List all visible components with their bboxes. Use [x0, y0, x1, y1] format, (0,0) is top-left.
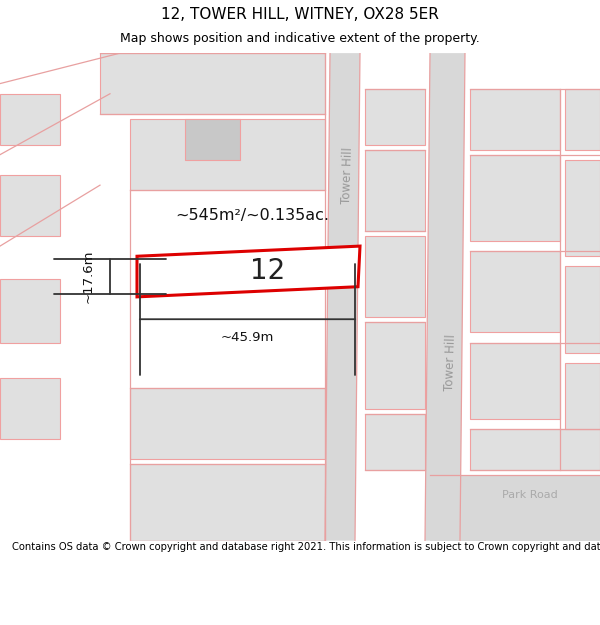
Polygon shape	[137, 246, 360, 297]
Text: ~545m²/~0.135ac.: ~545m²/~0.135ac.	[175, 208, 329, 223]
Polygon shape	[425, 53, 465, 541]
Text: Park Road: Park Road	[502, 490, 558, 500]
Text: Map shows position and indicative extent of the property.: Map shows position and indicative extent…	[120, 32, 480, 45]
Polygon shape	[565, 160, 600, 256]
Polygon shape	[130, 388, 325, 459]
Polygon shape	[100, 53, 325, 114]
Text: Contains OS data © Crown copyright and database right 2021. This information is : Contains OS data © Crown copyright and d…	[12, 542, 600, 552]
Polygon shape	[470, 154, 560, 241]
Polygon shape	[325, 53, 360, 541]
Polygon shape	[470, 429, 600, 469]
Text: ~45.9m: ~45.9m	[221, 331, 274, 344]
Polygon shape	[0, 279, 60, 342]
Polygon shape	[130, 464, 325, 541]
Polygon shape	[565, 363, 600, 429]
Polygon shape	[470, 89, 560, 149]
Text: Tower Hill: Tower Hill	[340, 146, 355, 204]
Text: Tower Hill: Tower Hill	[443, 334, 457, 391]
Polygon shape	[565, 266, 600, 352]
Polygon shape	[185, 119, 240, 160]
Polygon shape	[0, 378, 60, 439]
Polygon shape	[565, 89, 600, 149]
Polygon shape	[365, 414, 425, 469]
Polygon shape	[470, 251, 560, 332]
Polygon shape	[365, 89, 425, 144]
Polygon shape	[365, 149, 425, 231]
Polygon shape	[470, 342, 560, 419]
Polygon shape	[0, 175, 60, 236]
Text: 12: 12	[250, 258, 286, 286]
Polygon shape	[365, 322, 425, 409]
Text: 12, TOWER HILL, WITNEY, OX28 5ER: 12, TOWER HILL, WITNEY, OX28 5ER	[161, 8, 439, 22]
Polygon shape	[365, 236, 425, 317]
Polygon shape	[430, 474, 600, 541]
Polygon shape	[0, 94, 60, 144]
Text: ~17.6m: ~17.6m	[82, 250, 95, 303]
Polygon shape	[130, 119, 325, 190]
